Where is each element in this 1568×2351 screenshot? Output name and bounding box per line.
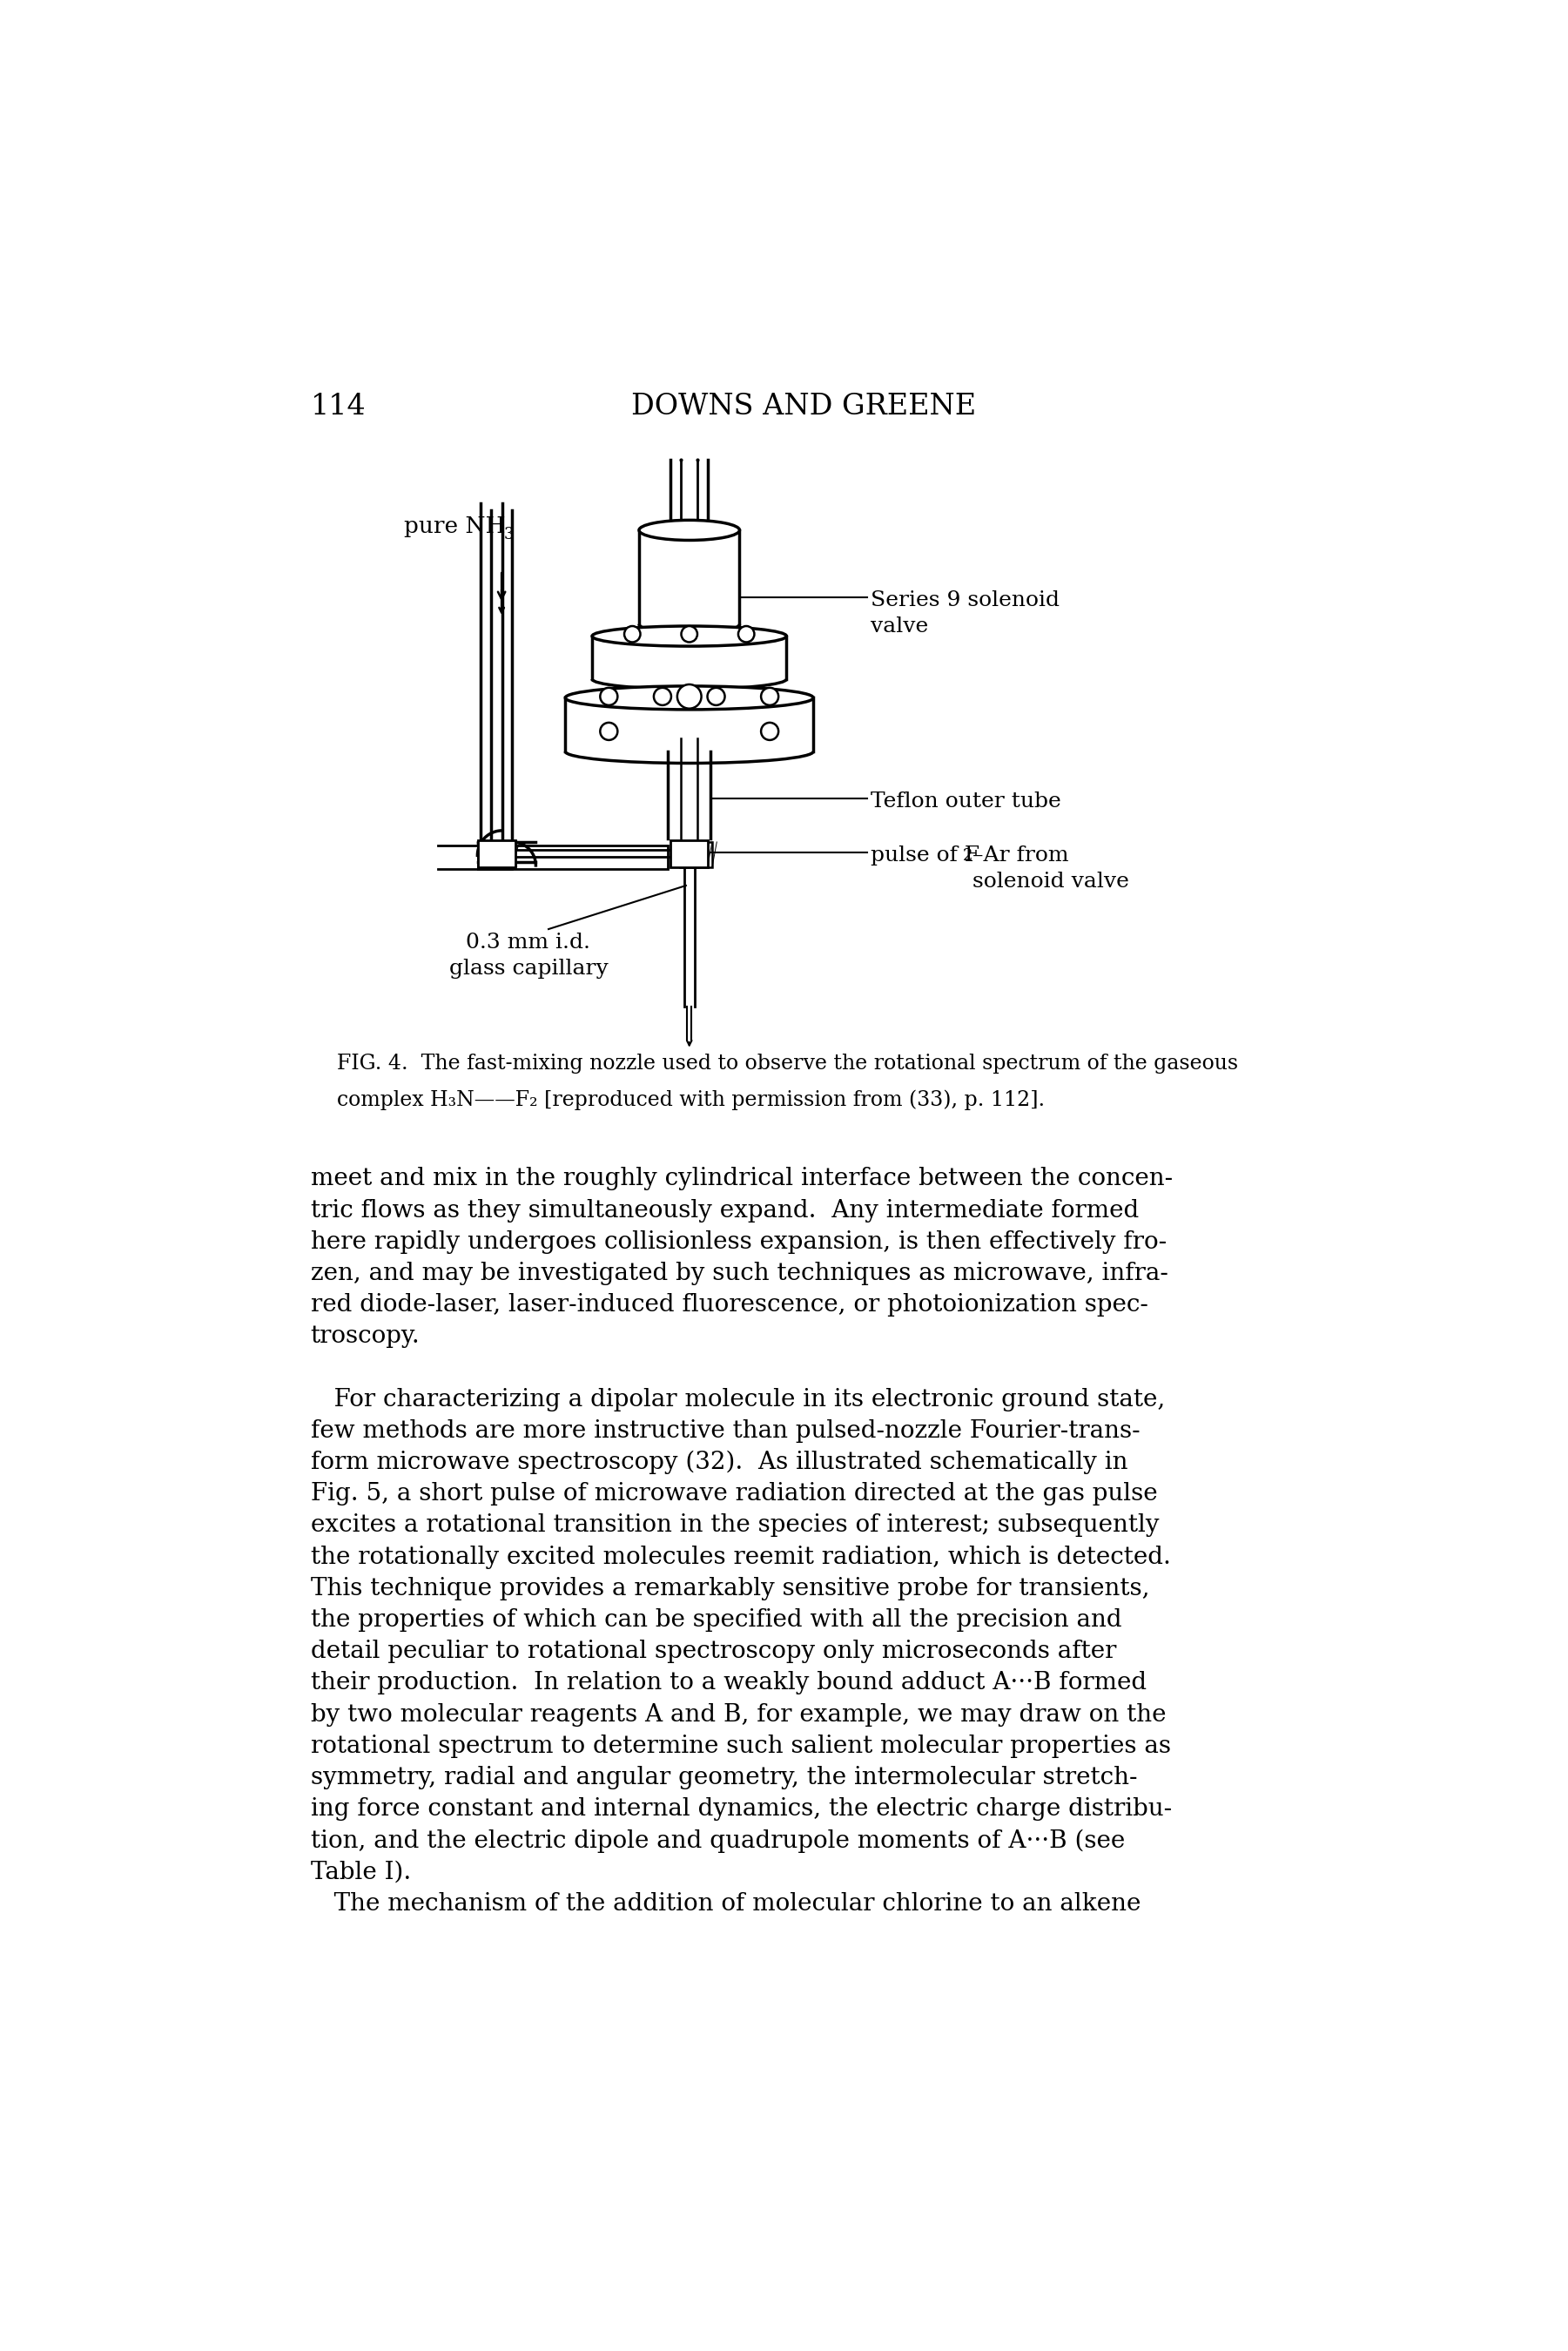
Text: DOWNS AND GREENE: DOWNS AND GREENE bbox=[630, 393, 975, 421]
Text: the rotationally excited molecules reemit radiation, which is detected.: the rotationally excited molecules reemi… bbox=[310, 1545, 1171, 1568]
Circle shape bbox=[681, 625, 698, 642]
Circle shape bbox=[654, 689, 671, 705]
Circle shape bbox=[707, 689, 724, 705]
Ellipse shape bbox=[640, 520, 740, 541]
Text: here rapidly undergoes collisionless expansion, is then effectively fro-: here rapidly undergoes collisionless exp… bbox=[310, 1230, 1167, 1253]
Text: zen, and may be investigated by such techniques as microwave, infra-: zen, and may be investigated by such tec… bbox=[310, 1262, 1168, 1286]
Text: FIG. 4.  The fast-mixing nozzle used to observe the rotational spectrum of the g: FIG. 4. The fast-mixing nozzle used to o… bbox=[337, 1053, 1239, 1072]
Text: tric flows as they simultaneously expand.  Any intermediate formed: tric flows as they simultaneously expand… bbox=[310, 1199, 1138, 1223]
Text: rotational spectrum to determine such salient molecular properties as: rotational spectrum to determine such sa… bbox=[310, 1735, 1171, 1759]
Text: Series 9 solenoid
valve: Series 9 solenoid valve bbox=[870, 590, 1060, 637]
Bar bbox=[478, 842, 514, 868]
Text: symmetry, radial and angular geometry, the intermolecular stretch-: symmetry, radial and angular geometry, t… bbox=[310, 1766, 1137, 1789]
Text: tion, and the electric dipole and quadrupole moments of A···B (see: tion, and the electric dipole and quadru… bbox=[310, 1829, 1124, 1853]
Text: ing force constant and internal dynamics, the electric charge distribu-: ing force constant and internal dynamics… bbox=[310, 1799, 1171, 1822]
Circle shape bbox=[760, 722, 778, 741]
Text: few methods are more instructive than pulsed-nozzle Fourier-trans-: few methods are more instructive than pu… bbox=[310, 1420, 1140, 1444]
Bar bbox=[693, 842, 712, 868]
Text: 114: 114 bbox=[310, 393, 365, 421]
Bar bbox=[478, 846, 668, 870]
Text: excites a rotational transition in the species of interest; subsequently: excites a rotational transition in the s… bbox=[310, 1514, 1159, 1538]
Circle shape bbox=[601, 689, 618, 705]
Bar bbox=[671, 842, 709, 868]
Text: The mechanism of the addition of molecular chlorine to an alkene: The mechanism of the addition of molecul… bbox=[310, 1893, 1140, 1916]
Circle shape bbox=[677, 684, 701, 708]
Circle shape bbox=[760, 689, 778, 705]
Text: Table I).: Table I). bbox=[310, 1860, 411, 1883]
Text: 2: 2 bbox=[963, 849, 972, 863]
Text: This technique provides a remarkably sensitive probe for transients,: This technique provides a remarkably sen… bbox=[310, 1578, 1149, 1601]
Ellipse shape bbox=[593, 625, 787, 647]
Text: red diode-laser, laser-induced fluorescence, or photoionization spec-: red diode-laser, laser-induced fluoresce… bbox=[310, 1293, 1148, 1317]
Circle shape bbox=[739, 625, 754, 642]
Text: detail peculiar to rotational spectroscopy only microseconds after: detail peculiar to rotational spectrosco… bbox=[310, 1641, 1116, 1665]
Text: complex H₃N——F₂ [reproduced with permission from (33), p. 112].: complex H₃N——F₂ [reproduced with permiss… bbox=[337, 1091, 1046, 1110]
Bar bbox=[681, 842, 699, 868]
Text: the properties of which can be specified with all the precision and: the properties of which can be specified… bbox=[310, 1608, 1121, 1632]
Text: form microwave spectroscopy (32).  As illustrated schematically in: form microwave spectroscopy (32). As ill… bbox=[310, 1451, 1127, 1474]
Circle shape bbox=[624, 625, 640, 642]
Text: troscopy.: troscopy. bbox=[310, 1324, 420, 1347]
Circle shape bbox=[601, 722, 618, 741]
Bar bbox=[478, 846, 511, 870]
Text: For characterizing a dipolar molecule in its electronic ground state,: For characterizing a dipolar molecule in… bbox=[310, 1387, 1165, 1411]
Text: pure NH: pure NH bbox=[405, 515, 506, 536]
Text: Fig. 5, a short pulse of microwave radiation directed at the gas pulse: Fig. 5, a short pulse of microwave radia… bbox=[310, 1481, 1157, 1505]
Text: –Ar from
solenoid valve: –Ar from solenoid valve bbox=[972, 846, 1129, 891]
Text: by two molecular reagents A and B, for example, we may draw on the: by two molecular reagents A and B, for e… bbox=[310, 1702, 1167, 1726]
Text: their production.  In relation to a weakly bound adduct A···B formed: their production. In relation to a weakl… bbox=[310, 1672, 1146, 1695]
Text: 0.3 mm i.d.
glass capillary: 0.3 mm i.d. glass capillary bbox=[448, 933, 608, 978]
Text: 3: 3 bbox=[503, 527, 514, 543]
Text: Teflon outer tube: Teflon outer tube bbox=[870, 792, 1062, 811]
Ellipse shape bbox=[566, 686, 814, 710]
Text: meet and mix in the roughly cylindrical interface between the concen-: meet and mix in the roughly cylindrical … bbox=[310, 1166, 1173, 1190]
Text: pulse of F: pulse of F bbox=[870, 846, 980, 865]
